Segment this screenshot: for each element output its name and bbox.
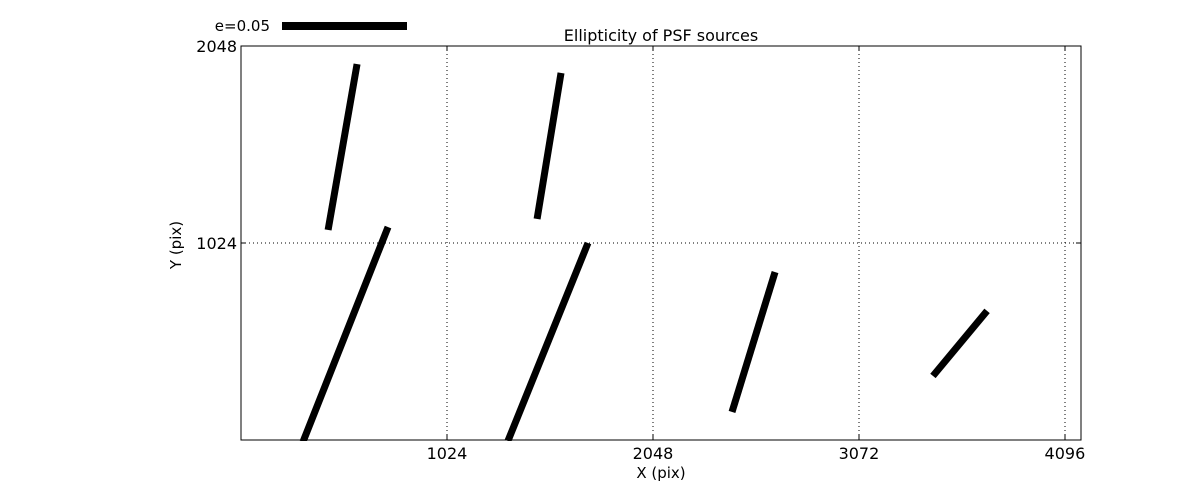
- x-tick-label: 2048: [632, 444, 674, 463]
- ellipticity-stick: [504, 241, 592, 441]
- legend-scale-bar: [282, 22, 407, 30]
- ellipticity-stick: [299, 225, 392, 441]
- y-tick-label: 1024: [196, 234, 237, 253]
- legend-label: e=0.05: [214, 17, 270, 35]
- ellipticity-stick: [324, 63, 361, 231]
- x-axis-label: X (pix): [636, 464, 686, 482]
- ellipticity-stick: [728, 271, 779, 413]
- x-tick-label: 1024: [426, 444, 468, 463]
- ellipticity-stick: [930, 308, 990, 379]
- x-tick-label: 4096: [1044, 444, 1086, 463]
- x-tick-label: 3072: [838, 444, 880, 463]
- chart-title: Ellipticity of PSF sources: [563, 26, 759, 45]
- y-tick-label: 2048: [196, 37, 237, 56]
- axes-spines: [240, 45, 1082, 441]
- ellipticity-stick: [533, 72, 565, 220]
- ellipticity-sticks: [299, 63, 990, 441]
